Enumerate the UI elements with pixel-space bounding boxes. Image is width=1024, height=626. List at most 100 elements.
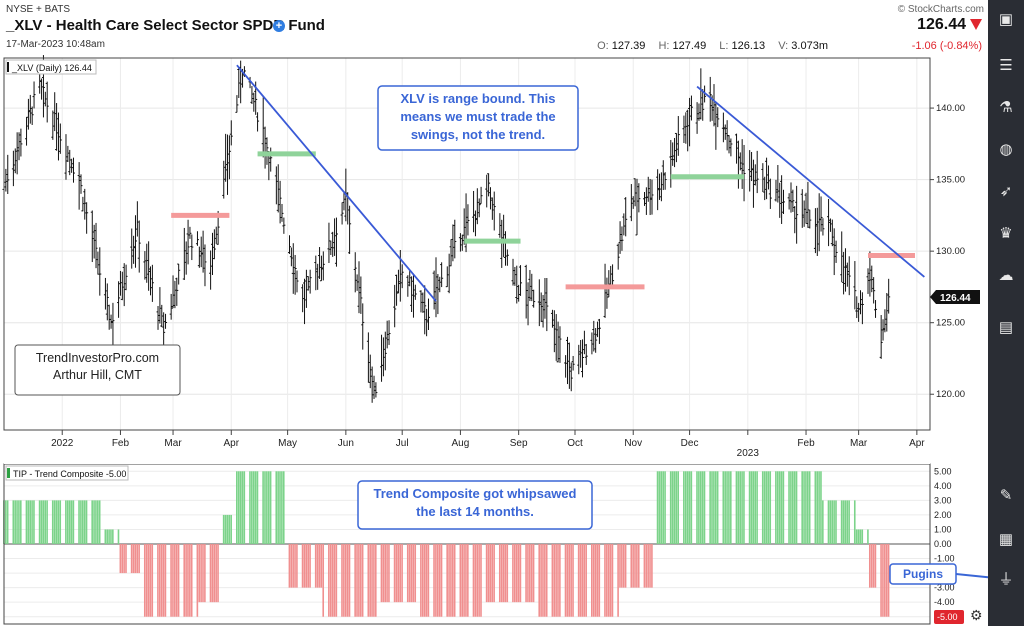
indicator-bar: [498, 544, 501, 603]
indicator-bar: [20, 500, 22, 544]
indicator-bar: [493, 544, 495, 603]
indicator-bar: [348, 544, 351, 617]
add-plus-icon[interactable]: +: [273, 20, 285, 32]
indicator-bar: [213, 544, 216, 603]
high-value: 127.49: [672, 40, 707, 52]
indicator-bar: [791, 471, 794, 544]
date-tick-label: 2022: [51, 438, 74, 449]
indicator-bar: [701, 471, 704, 544]
indicator-bar: [29, 500, 31, 544]
indicator-bar: [564, 544, 567, 617]
indicator-bar: [408, 544, 411, 603]
indicator-bar: [636, 544, 638, 588]
ohlc-readout: O: 127.39 H: 127.49 L: 126.13 V: 3.073m: [587, 40, 828, 52]
volume-label: V:: [778, 40, 789, 52]
author-callout: [14, 344, 181, 396]
date-tick-label: May: [278, 438, 297, 449]
sliders-icon[interactable]: ☰: [999, 57, 1013, 74]
indicator-bar: [545, 544, 548, 617]
indicator-bar: [97, 500, 99, 544]
indicator-bar: [202, 544, 204, 603]
indicator-bar: [239, 471, 242, 544]
indicator-bar: [647, 544, 649, 588]
indicator-bar: [57, 500, 60, 544]
indicator-bar: [358, 544, 360, 617]
indicator-bar: [93, 500, 95, 544]
indicator-bar: [158, 544, 161, 617]
indicator-bar: [185, 544, 187, 617]
indicator-bar: [438, 544, 441, 617]
indicator-bar: [395, 544, 398, 603]
indicator-bar: [119, 544, 122, 574]
indicator-bar: [70, 500, 73, 544]
indicator-bar: [472, 544, 475, 617]
indicator-bar: [40, 500, 43, 544]
indicator-bar: [275, 471, 278, 544]
exchange-label: NYSE + BATS: [6, 4, 71, 15]
indicator-bar: [594, 544, 597, 617]
indicator-bar: [149, 544, 152, 617]
indicator-bar: [833, 500, 835, 544]
globe-icon[interactable]: ◍: [999, 141, 1013, 158]
plug-icon[interactable]: ⏚: [998, 571, 1014, 588]
indicator-bar: [388, 544, 390, 603]
indicator-bar: [183, 544, 186, 617]
indicator-bar: [236, 471, 238, 544]
indicator-bar: [450, 544, 452, 617]
indicator-bar: [335, 544, 338, 617]
indicator-bar: [619, 544, 621, 588]
indicator-bar: [410, 544, 413, 603]
indicator-bar: [487, 544, 490, 603]
trophy-icon[interactable]: ♛: [999, 225, 1013, 242]
indicator-bar: [688, 471, 691, 544]
range-bound-text: XLV is range bound. This means we must t…: [400, 91, 556, 142]
document-icon[interactable]: ▤: [998, 319, 1014, 336]
indicator-bar: [677, 471, 680, 544]
rocket-icon[interactable]: ➶: [999, 183, 1013, 200]
indicator-bar: [765, 471, 768, 544]
tools-icon[interactable]: ✎: [999, 487, 1013, 504]
indicator-tick-label: 4.00: [934, 481, 952, 491]
indicator-bar: [65, 500, 67, 544]
indicator-bar: [264, 471, 266, 544]
indicator-tick-label: -1.00: [934, 554, 955, 564]
indicator-bar: [252, 471, 255, 544]
indicator-bar: [384, 544, 386, 603]
indicator-bar: [85, 500, 88, 544]
indicator-bar: [6, 500, 9, 544]
indicator-bar: [752, 471, 755, 544]
indicator-bar: [80, 500, 82, 544]
cloud-icon[interactable]: ☁: [998, 267, 1014, 284]
indicator-bar: [818, 471, 820, 544]
indicator-bar: [690, 471, 693, 544]
indicator-bar: [281, 471, 283, 544]
flask-icon[interactable]: ⚗: [999, 99, 1013, 116]
chart-settings-icon[interactable]: ▣: [998, 11, 1014, 28]
indicator-bar: [735, 471, 738, 544]
tv-icon[interactable]: ▦: [998, 531, 1014, 548]
indicator-bar: [198, 544, 201, 603]
copyright-label: © StockCharts.com: [897, 4, 984, 15]
chart-canvas[interactable]: 2022 Feb Mar Apr May Jun Jul Aug Sep Oct Nov Dec 202…: [0, 54, 988, 626]
indicator-bar: [59, 500, 62, 544]
price-axis: 140.00 135.00 130.00 125.00 120.00: [930, 103, 965, 400]
indicator-bar: [346, 544, 349, 617]
indicator-bar: [367, 544, 370, 617]
indicator-bar: [172, 544, 174, 617]
indicator-bar: [125, 544, 127, 574]
last-price: 126.44: [917, 16, 966, 33]
indicator-bar: [604, 544, 606, 617]
indicator-bar: [322, 544, 325, 617]
date-tick-label: Dec: [681, 438, 699, 449]
indicator-bar: [872, 544, 875, 588]
indicator-tick-label: 1.00: [934, 524, 952, 534]
price-legend-swatch: [7, 62, 9, 72]
indicator-bar: [436, 544, 439, 617]
date-tick-label: Oct: [567, 438, 583, 449]
settings-gear-icon[interactable]: ⚙: [970, 607, 983, 623]
indicator-bar: [222, 514, 225, 544]
indicator-bar: [559, 544, 561, 617]
indicator-bar: [453, 544, 456, 617]
plugins-text: Pugins: [903, 567, 943, 581]
indicator-bar: [277, 471, 279, 544]
